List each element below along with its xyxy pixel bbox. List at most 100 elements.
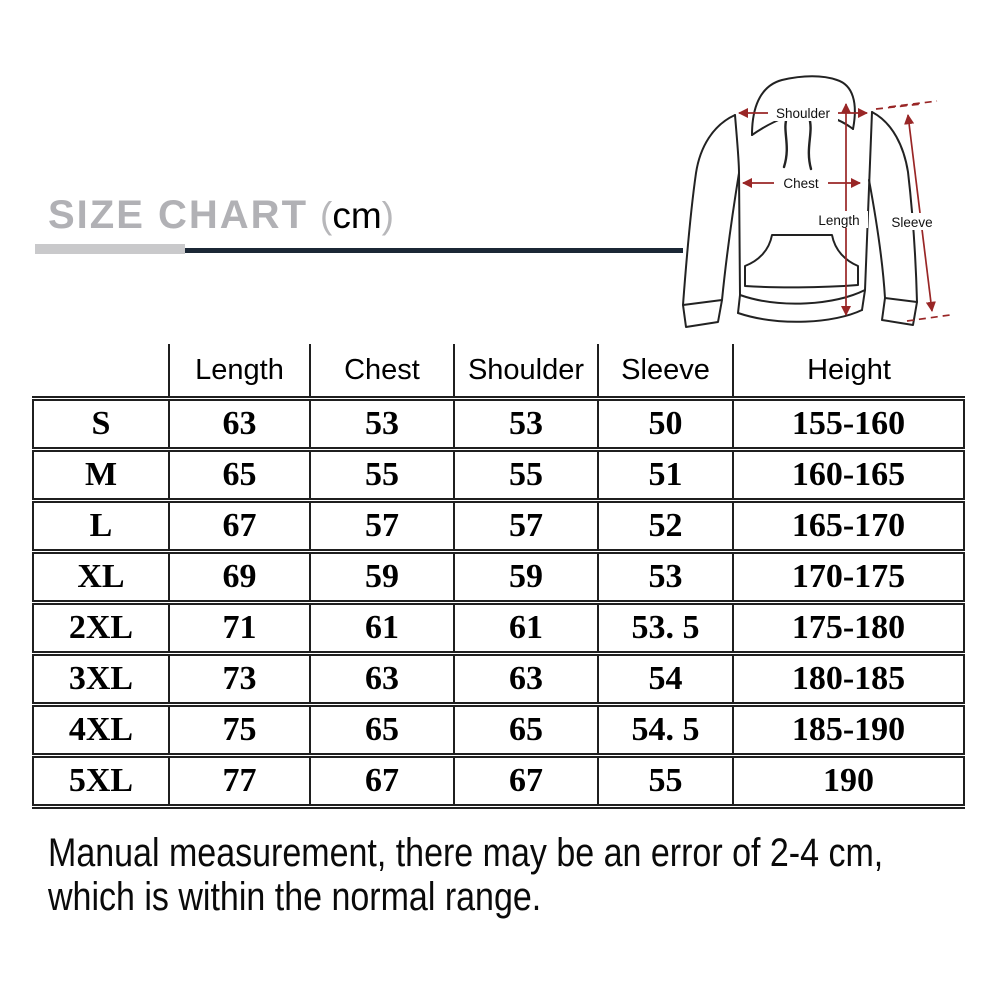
underline-navy-segment <box>185 248 683 253</box>
size-label-cell: 3XL <box>32 652 170 707</box>
measurement-value-cell: 61 <box>309 601 455 656</box>
measurement-value-cell: 53 <box>309 397 455 452</box>
size-row-l: L 67 57 57 52 165-170 <box>32 499 965 554</box>
hoodie-measurement-diagram: Shoulder Chest Length Sleeve <box>682 75 951 328</box>
measurement-value-cell: 67 <box>453 754 599 809</box>
note-line-1: Manual measurement, there may be an erro… <box>48 831 884 875</box>
measurement-value-cell: 50 <box>597 397 734 452</box>
measurement-value-cell: 52 <box>597 499 734 554</box>
measurement-value-cell: 51 <box>597 448 734 503</box>
left-sleeve-inner <box>721 172 740 301</box>
page-title: SIZE CHART (cm) <box>48 193 394 238</box>
hem-band-bottom <box>737 309 863 323</box>
sleeve-top-dashed-line <box>888 100 938 108</box>
title-text: SIZE CHART <box>48 193 308 237</box>
measurement-value-cell: 175-180 <box>732 601 965 656</box>
title-unit: (cm) <box>320 195 394 236</box>
measurement-value-cell: 55 <box>453 448 599 503</box>
measurement-value-cell: 61 <box>453 601 599 656</box>
size-label-cell: 2XL <box>32 601 170 656</box>
size-label-cell: XL <box>32 550 170 605</box>
measurement-value-cell: 65 <box>453 703 599 758</box>
measurement-value-cell: 65 <box>309 703 455 758</box>
diagram-sleeve-label: Sleeve <box>891 215 932 230</box>
size-table-header-sleeve: Sleeve <box>598 344 734 401</box>
hood-outline <box>751 75 856 136</box>
sleeve-bottom-dashed-line <box>906 314 951 322</box>
size-row-xl: XL 69 59 59 53 170-175 <box>32 550 965 605</box>
size-table-corner-cell <box>33 344 170 401</box>
size-row-2xl: 2XL 71 61 61 53. 5 175-180 <box>32 601 965 656</box>
measurement-value-cell: 67 <box>309 754 455 809</box>
measurement-value-cell: 67 <box>168 499 311 554</box>
diagram-chest-label: Chest <box>783 176 819 191</box>
right-sleeve-inner <box>868 179 886 299</box>
size-table-body: S 63 53 53 50 155-160 M 65 55 55 51 160-165 L 67 57 57 5… <box>32 397 965 809</box>
measurement-value-cell: 160-165 <box>732 448 965 503</box>
measurement-value-cell: 53 <box>597 550 734 605</box>
shoulder-label-backdrop <box>768 105 838 121</box>
size-table: Length Chest Shoulder Sleeve Height S 63 53 53 5… <box>32 344 965 809</box>
measurement-value-cell: 180-185 <box>732 652 965 707</box>
diagram-shoulder-label: Shoulder <box>776 106 831 121</box>
right-sleeve-outer <box>871 111 918 303</box>
size-label-cell: 4XL <box>32 703 170 758</box>
shoulder-dashed-line <box>875 103 922 110</box>
underline-gray-segment <box>35 244 185 254</box>
size-table-header-shoulder: Shoulder <box>454 344 599 401</box>
size-label-cell: L <box>32 499 170 554</box>
sleeve-label-backdrop <box>885 213 939 230</box>
unit-label: cm <box>332 195 382 236</box>
measurement-value-cell: 57 <box>453 499 599 554</box>
size-table-header-length: Length <box>169 344 311 401</box>
measurement-value-cell: 55 <box>597 754 734 809</box>
measurement-value-cell: 190 <box>732 754 965 809</box>
measurement-value-cell: 71 <box>168 601 311 656</box>
diagram-labels: Shoulder Chest Length Sleeve <box>768 105 939 230</box>
body-right-seam <box>864 111 873 291</box>
drawstring-left <box>782 115 789 169</box>
diagram-length-label: Length <box>818 213 859 228</box>
measurement-value-cell: 73 <box>168 652 311 707</box>
size-row-5xl: 5XL 77 67 67 55 190 <box>32 754 965 809</box>
measurement-value-cell: 54. 5 <box>597 703 734 758</box>
measurement-value-cell: 63 <box>168 397 311 452</box>
drawstring-right <box>807 115 813 171</box>
size-row-4xl: 4XL 75 65 65 54. 5 185-190 <box>32 703 965 758</box>
measurement-value-cell: 65 <box>168 448 311 503</box>
size-table-header-row: Length Chest Shoulder Sleeve Height <box>33 344 964 401</box>
measurement-value-cell: 53 <box>453 397 599 452</box>
open-paren: ( <box>320 195 333 236</box>
size-row-m: M 65 55 55 51 160-165 <box>32 448 965 503</box>
measurement-value-cell: 59 <box>453 550 599 605</box>
left-cuff <box>682 299 723 328</box>
pocket <box>744 234 859 289</box>
measurement-value-cell: 53. 5 <box>597 601 734 656</box>
size-label-cell: 5XL <box>32 754 170 809</box>
right-cuff <box>881 297 918 326</box>
measurement-value-cell: 77 <box>168 754 311 809</box>
size-label-cell: S <box>32 397 170 452</box>
measurement-value-cell: 170-175 <box>732 550 965 605</box>
chest-label-backdrop <box>774 175 828 191</box>
size-row-3xl: 3XL 73 63 63 54 180-185 <box>32 652 965 707</box>
body-left-seam <box>734 114 741 296</box>
size-label-cell: M <box>32 448 170 503</box>
measurement-value-cell: 54 <box>597 652 734 707</box>
measurement-value-cell: 165-170 <box>732 499 965 554</box>
measurement-value-cell: 155-160 <box>732 397 965 452</box>
hem-band-top <box>739 289 866 305</box>
size-row-s: S 63 53 53 50 155-160 <box>32 397 965 452</box>
measurement-value-cell: 59 <box>309 550 455 605</box>
hem-band-sides <box>737 289 866 314</box>
note-line-2: which is within the normal range. <box>48 875 542 919</box>
size-table-header-height: Height <box>733 344 964 401</box>
left-sleeve-outer <box>682 114 736 306</box>
measurement-value-cell: 63 <box>453 652 599 707</box>
size-table-header-chest: Chest <box>310 344 455 401</box>
measurement-value-cell: 55 <box>309 448 455 503</box>
measurement-note: Manual measurement, there may be an erro… <box>48 831 883 919</box>
measurement-value-cell: 63 <box>309 652 455 707</box>
measurement-value-cell: 185-190 <box>732 703 965 758</box>
length-label-backdrop <box>810 211 868 228</box>
